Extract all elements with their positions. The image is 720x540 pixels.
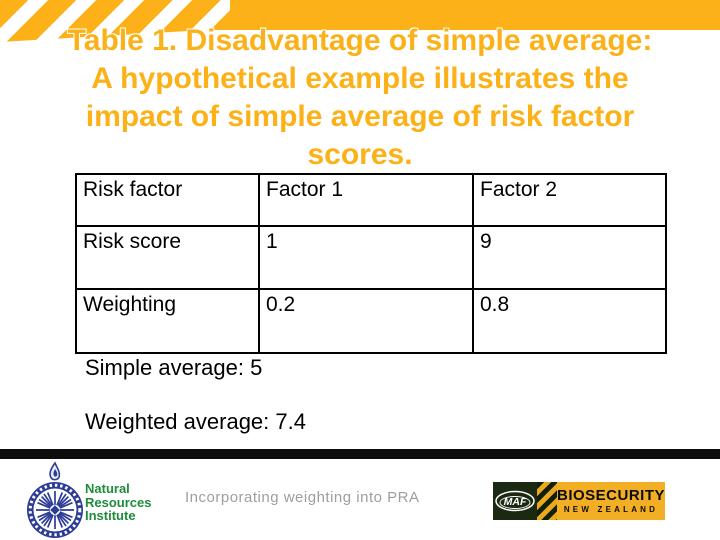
risk-factor-table: Risk factor Factor 1 Factor 2 Risk score… <box>75 173 667 354</box>
biosecurity-text-panel: BIOSECURITY NEW ZEALAND <box>556 482 665 520</box>
slide-title-line: impact of simple average of risk factor <box>85 100 635 133</box>
biosecurity-title: BIOSECURITY <box>556 487 665 504</box>
table-cell: Factor 1 <box>258 173 474 227</box>
biosecurity-nz-logo: MAF BIOSECURITY NEW ZEALAND <box>493 482 665 520</box>
table-cell: Weighting <box>75 288 260 354</box>
slide-title-line: Table 1. Disadvantage of simple average: <box>67 24 653 57</box>
table-row: Weighting 0.2 0.8 <box>75 288 667 354</box>
table-cell: 1 <box>258 225 474 290</box>
weighted-average-text: Weighted average: 7.4 <box>85 409 306 434</box>
biosecurity-subtitle: NEW ZEALAND <box>563 505 659 514</box>
university-seal-icon <box>27 461 83 538</box>
maf-logo-panel: MAF <box>493 482 537 520</box>
footer-caption: Incorporating weighting into PRA <box>185 489 420 506</box>
table-cell: 9 <box>472 225 667 290</box>
slide-title: Table 1. Disadvantage of simple average:… <box>0 22 720 174</box>
maf-oval-icon: MAF <box>495 490 535 512</box>
nri-wordmark-line: Institute <box>85 508 136 523</box>
slide-title-line: A hypothetical example illustrates the <box>91 62 629 95</box>
table-cell: Factor 2 <box>472 173 667 227</box>
nri-wordmark-line: Resources <box>85 494 152 510</box>
nri-wordmark: Natural Resources Institute <box>85 482 151 523</box>
table-row-header: Risk factor Factor 1 Factor 2 <box>75 173 667 227</box>
table-cell: Risk factor <box>75 173 260 227</box>
table-cell: 0.8 <box>472 288 667 354</box>
table-row: Risk score 1 9 <box>75 225 667 290</box>
slide-title-line: scores. <box>307 138 413 171</box>
nri-wordmark-line: Natural <box>85 481 130 496</box>
table-cell: Risk score <box>75 225 260 290</box>
table-cell: 0.2 <box>258 288 474 354</box>
svg-text:MAF: MAF <box>504 496 527 508</box>
hazard-stripes-icon <box>537 482 557 520</box>
simple-average-text: Simple average: 5 <box>85 355 263 380</box>
footer-divider-bar <box>0 449 720 459</box>
